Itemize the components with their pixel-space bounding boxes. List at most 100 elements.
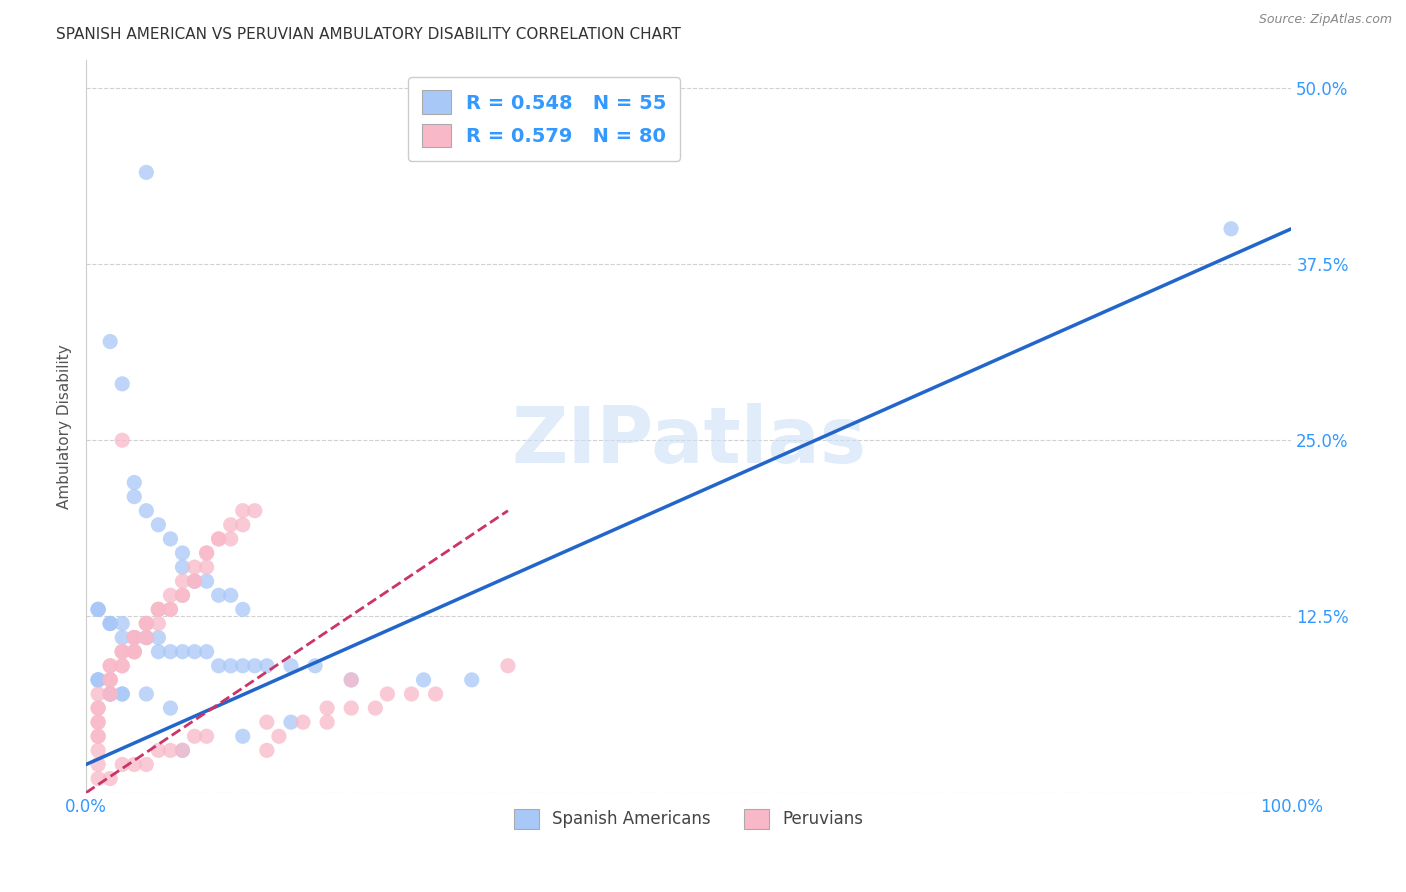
Point	[124, 645, 146, 659]
Point	[87, 715, 110, 730]
Text: ZIPatlas: ZIPatlas	[512, 403, 866, 479]
Point	[87, 701, 110, 715]
Point	[98, 687, 121, 701]
Point	[159, 645, 181, 659]
Point	[232, 729, 254, 743]
Point	[111, 645, 134, 659]
Point	[243, 504, 266, 518]
Point	[87, 729, 110, 743]
Point	[377, 687, 399, 701]
Point	[98, 673, 121, 687]
Point	[111, 687, 134, 701]
Point	[159, 532, 181, 546]
Point	[208, 532, 231, 546]
Point	[148, 631, 170, 645]
Point	[219, 517, 242, 532]
Legend: Spanish Americans, Peruvians: Spanish Americans, Peruvians	[508, 802, 870, 836]
Point	[87, 602, 110, 616]
Point	[98, 658, 121, 673]
Point	[111, 645, 134, 659]
Point	[425, 687, 447, 701]
Point	[148, 645, 170, 659]
Point	[195, 574, 218, 589]
Point	[148, 743, 170, 757]
Point	[111, 757, 134, 772]
Point	[496, 658, 519, 673]
Point	[340, 701, 363, 715]
Point	[124, 645, 146, 659]
Point	[124, 631, 146, 645]
Point	[172, 645, 194, 659]
Point	[98, 772, 121, 786]
Point	[267, 729, 290, 743]
Point	[172, 546, 194, 560]
Point	[98, 673, 121, 687]
Point	[98, 616, 121, 631]
Text: SPANISH AMERICAN VS PERUVIAN AMBULATORY DISABILITY CORRELATION CHART: SPANISH AMERICAN VS PERUVIAN AMBULATORY …	[56, 27, 681, 42]
Point	[135, 616, 157, 631]
Point	[98, 687, 121, 701]
Point	[183, 729, 205, 743]
Point	[364, 701, 387, 715]
Point	[135, 616, 157, 631]
Point	[159, 701, 181, 715]
Point	[208, 658, 231, 673]
Point	[124, 631, 146, 645]
Point	[401, 687, 423, 701]
Point	[304, 658, 326, 673]
Point	[124, 631, 146, 645]
Point	[87, 673, 110, 687]
Point	[461, 673, 484, 687]
Point	[87, 715, 110, 730]
Point	[111, 658, 134, 673]
Point	[292, 715, 315, 730]
Point	[183, 574, 205, 589]
Point	[219, 658, 242, 673]
Point	[1220, 221, 1243, 235]
Point	[135, 631, 157, 645]
Point	[135, 757, 157, 772]
Point	[172, 588, 194, 602]
Point	[87, 729, 110, 743]
Point	[124, 645, 146, 659]
Point	[124, 631, 146, 645]
Point	[316, 715, 339, 730]
Point	[219, 588, 242, 602]
Point	[87, 743, 110, 757]
Point	[195, 546, 218, 560]
Point	[111, 376, 134, 391]
Point	[232, 517, 254, 532]
Point	[135, 165, 157, 179]
Point	[159, 602, 181, 616]
Point	[172, 743, 194, 757]
Point	[280, 715, 302, 730]
Point	[87, 673, 110, 687]
Point	[98, 673, 121, 687]
Point	[340, 673, 363, 687]
Point	[232, 658, 254, 673]
Point	[124, 490, 146, 504]
Point	[135, 631, 157, 645]
Point	[135, 616, 157, 631]
Y-axis label: Ambulatory Disability: Ambulatory Disability	[58, 343, 72, 508]
Point	[98, 616, 121, 631]
Point	[183, 645, 205, 659]
Point	[111, 658, 134, 673]
Point	[172, 588, 194, 602]
Point	[195, 546, 218, 560]
Point	[87, 602, 110, 616]
Point	[208, 588, 231, 602]
Point	[148, 602, 170, 616]
Point	[340, 673, 363, 687]
Point	[98, 658, 121, 673]
Point	[111, 434, 134, 448]
Point	[256, 715, 278, 730]
Point	[148, 602, 170, 616]
Point	[135, 631, 157, 645]
Point	[87, 772, 110, 786]
Point	[124, 757, 146, 772]
Point	[316, 701, 339, 715]
Point	[232, 504, 254, 518]
Point	[195, 560, 218, 574]
Point	[208, 532, 231, 546]
